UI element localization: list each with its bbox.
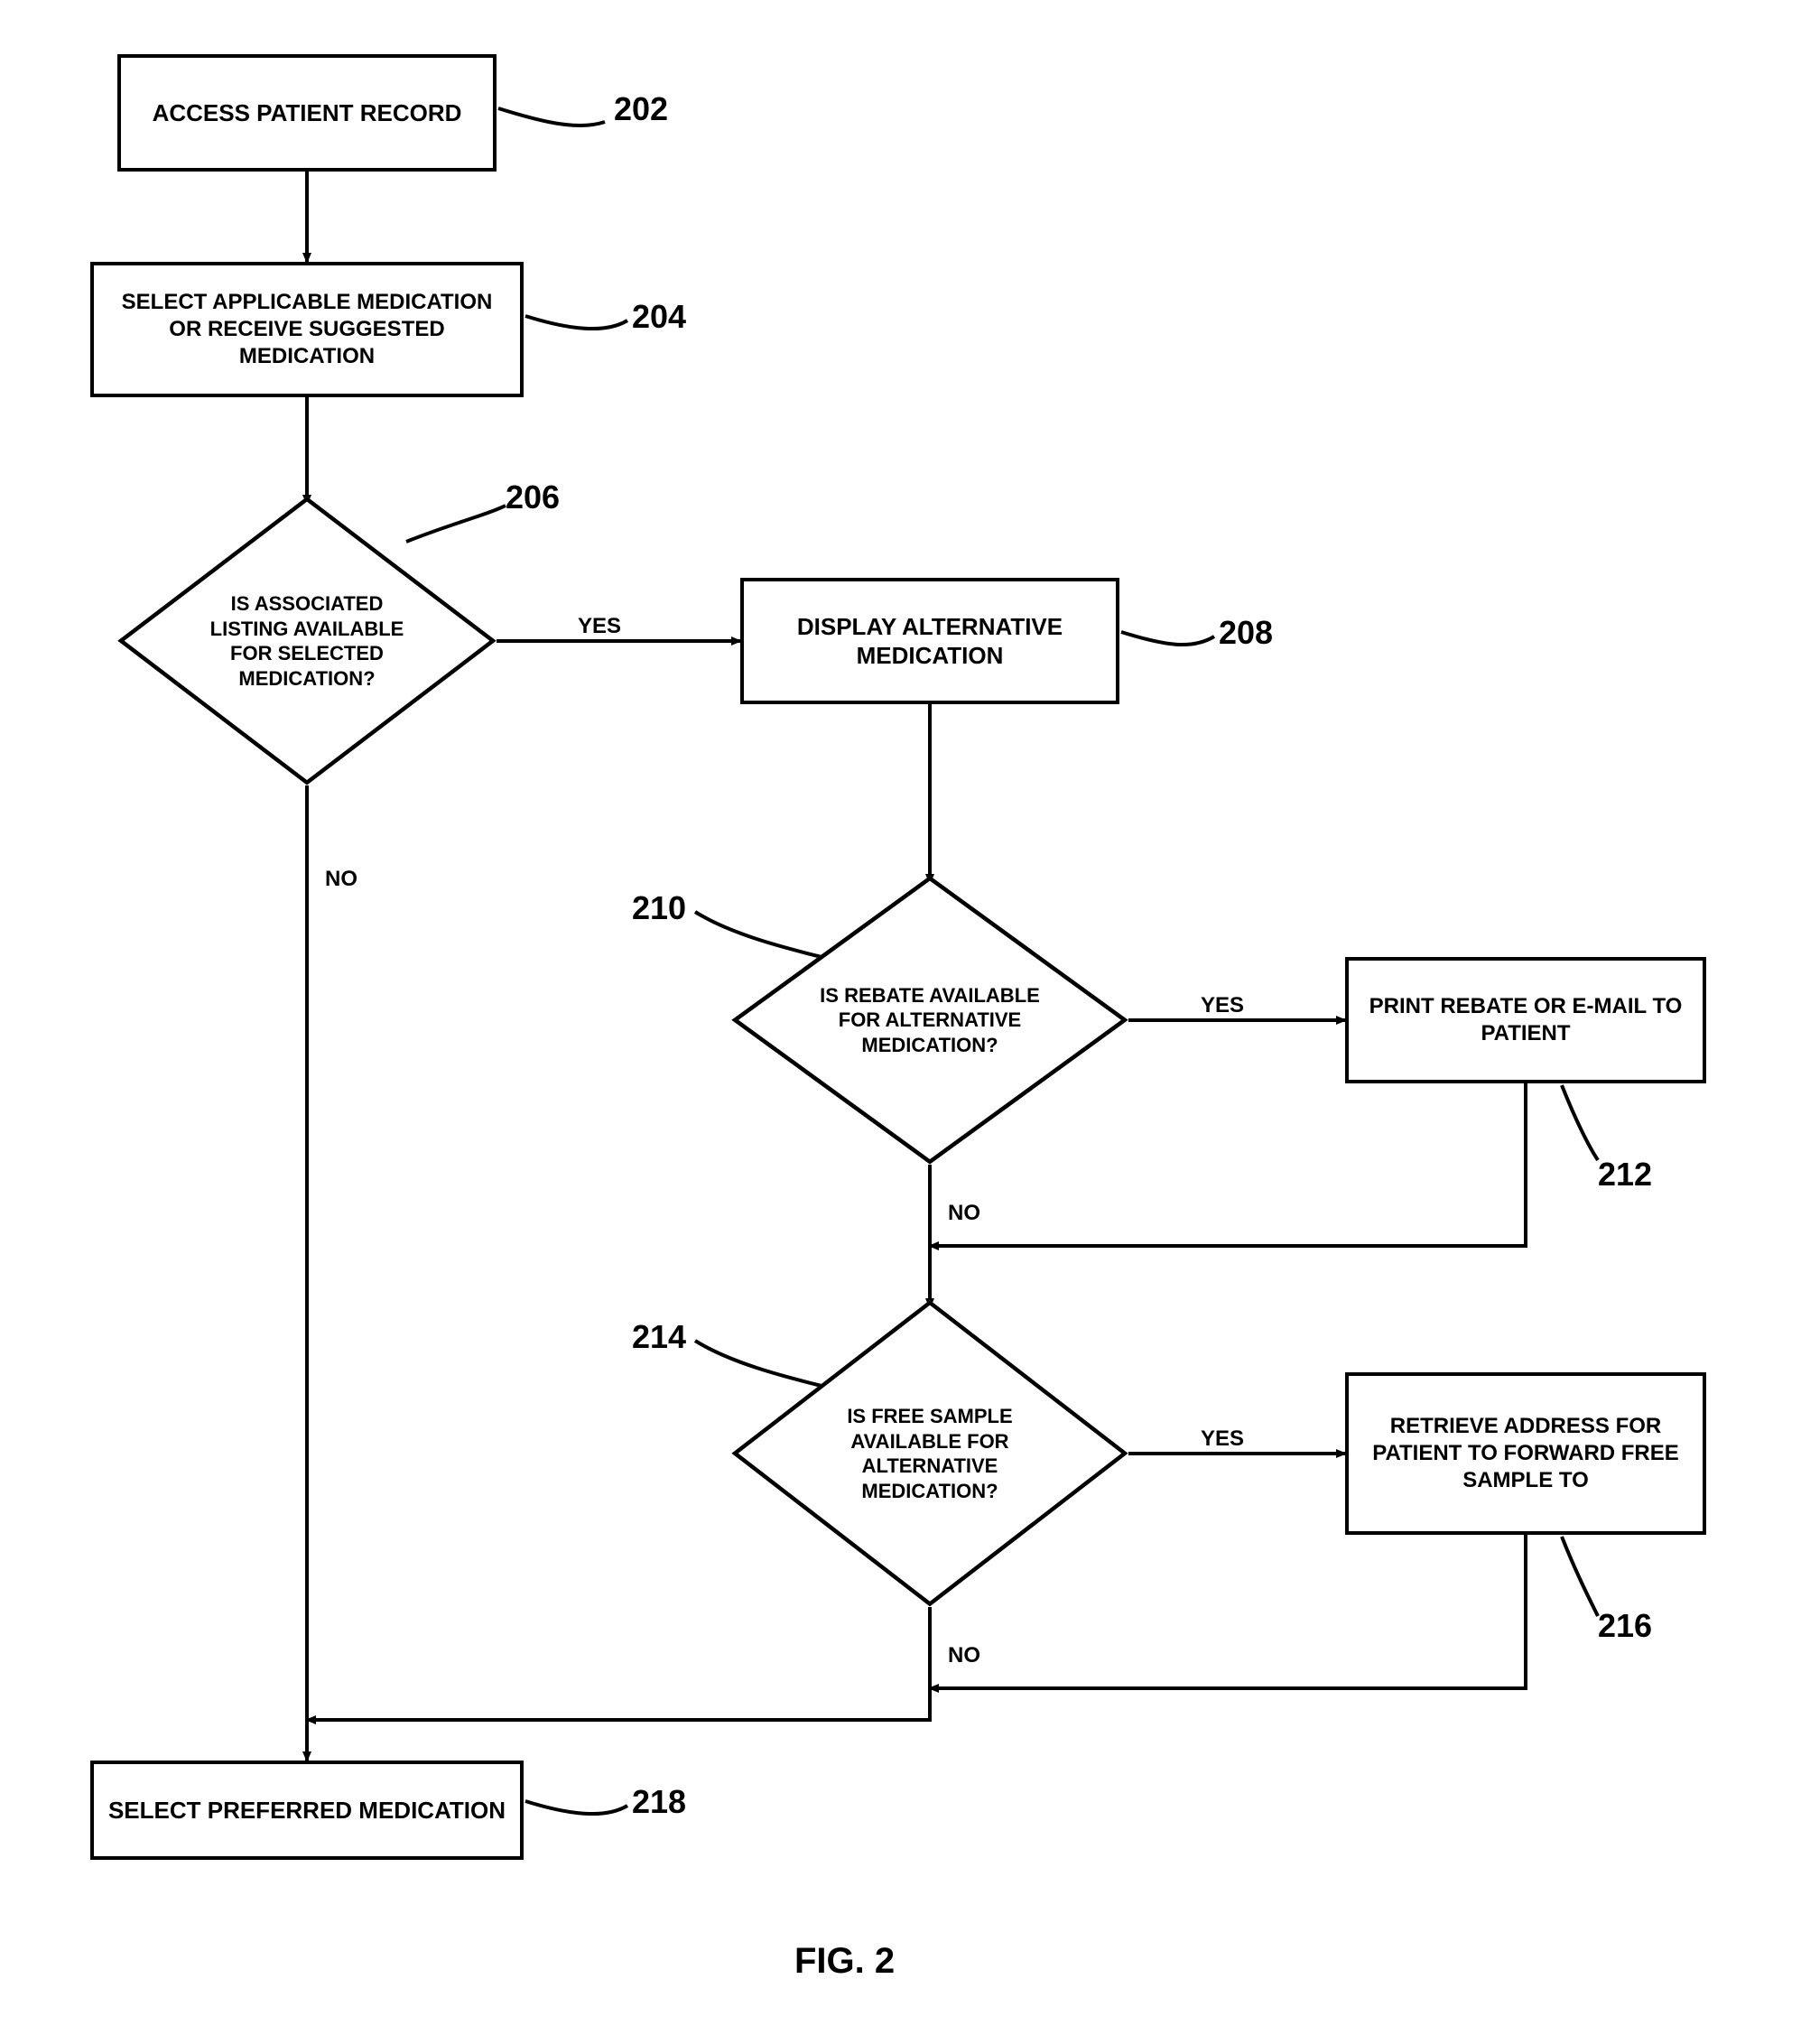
reference-number: 208 (1219, 614, 1273, 652)
node-label: DISPLAY ALTERNATIVE MEDICATION (744, 612, 1116, 671)
reference-number: 210 (632, 889, 686, 927)
flowchart-decision-diamond: IS REBATE AVAILABLE FOR ALTERNATIVE MEDI… (731, 876, 1128, 1165)
edge-label: NO (325, 867, 357, 892)
reference-number: 214 (632, 1318, 686, 1356)
node-label: IS REBATE AVAILABLE FOR ALTERNATIVE MEDI… (731, 876, 1128, 1165)
reference-number: 206 (506, 478, 560, 516)
edge-label: YES (1201, 1426, 1244, 1452)
edge-label: NO (948, 1643, 980, 1668)
reference-number: 204 (632, 298, 686, 336)
reference-number: 218 (632, 1783, 686, 1821)
flowchart-process-box: SELECT PREFERRED MEDICATION (90, 1761, 524, 1860)
edge-label: YES (578, 614, 621, 639)
node-label: ACCESS PATIENT RECORD (140, 98, 475, 128)
flowchart-decision-diamond: IS FREE SAMPLE AVAILABLE FOR ALTERNATIVE… (731, 1300, 1128, 1607)
node-label: SELECT PREFERRED MEDICATION (96, 1796, 518, 1826)
reference-number: 216 (1598, 1607, 1652, 1645)
figure-label: FIG. 2 (794, 1941, 895, 1982)
reference-number: 202 (614, 90, 668, 128)
flowchart-process-box: PRINT REBATE OR E-MAIL TO PATIENT (1345, 957, 1706, 1083)
edge-label: YES (1201, 993, 1244, 1018)
edge-label: NO (948, 1201, 980, 1226)
node-label: SELECT APPLICABLE MEDICATION OR RECEIVE … (94, 289, 520, 370)
flowchart-process-box: SELECT APPLICABLE MEDICATION OR RECEIVE … (90, 262, 524, 397)
flowchart-decision-diamond: IS ASSOCIATED LISTING AVAILABLE FOR SELE… (117, 497, 497, 785)
flowchart-canvas: FIG. 2 ACCESS PATIENT RECORD SELECT APPLI… (0, 0, 1801, 2044)
node-label: PRINT REBATE OR E-MAIL TO PATIENT (1349, 993, 1703, 1047)
node-label: IS ASSOCIATED LISTING AVAILABLE FOR SELE… (117, 497, 497, 785)
reference-number: 212 (1598, 1156, 1652, 1194)
flowchart-process-box: DISPLAY ALTERNATIVE MEDICATION (740, 578, 1119, 704)
flowchart-process-box: RETRIEVE ADDRESS FOR PATIENT TO FORWARD … (1345, 1372, 1706, 1535)
flowchart-process-box: ACCESS PATIENT RECORD (117, 54, 497, 172)
node-label: RETRIEVE ADDRESS FOR PATIENT TO FORWARD … (1349, 1413, 1703, 1494)
node-label: IS FREE SAMPLE AVAILABLE FOR ALTERNATIVE… (731, 1300, 1128, 1607)
